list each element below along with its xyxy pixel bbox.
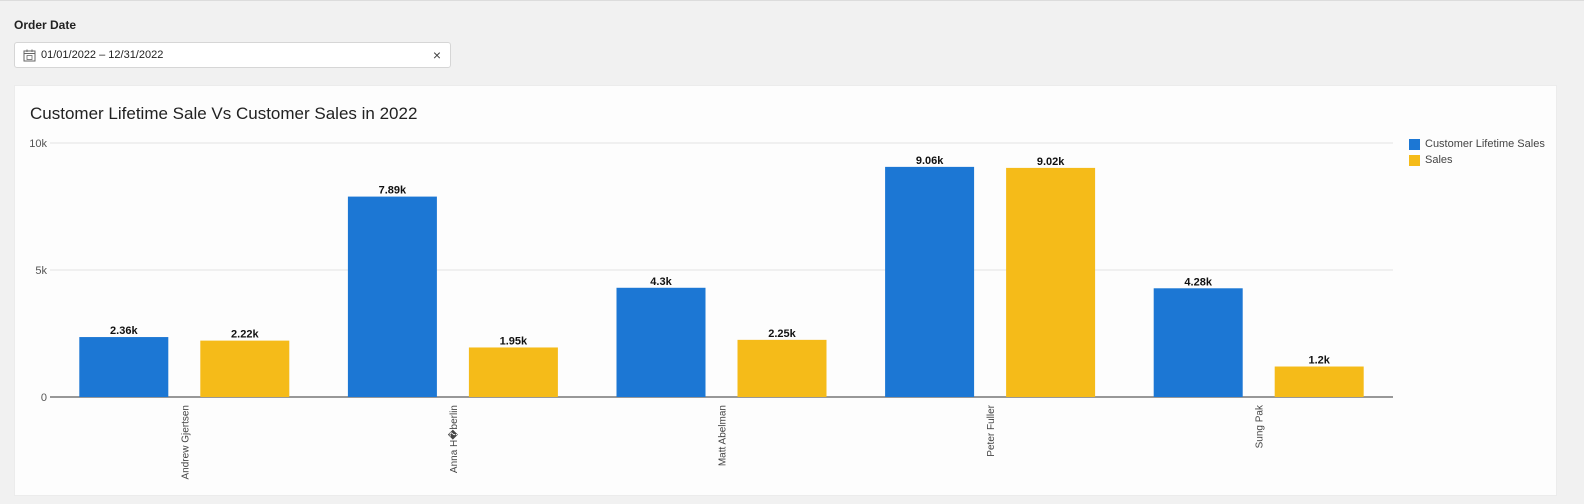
chart-title: Customer Lifetime Sale Vs Customer Sales…	[30, 104, 418, 123]
bar[interactable]	[616, 287, 706, 397]
bar[interactable]	[1006, 167, 1096, 397]
calendar-icon	[23, 49, 36, 62]
date-range-input[interactable]: 01/01/2022 – 12/31/2022 ×	[14, 42, 451, 68]
data-label: 7.89k	[379, 185, 407, 197]
bar[interactable]	[1274, 366, 1364, 397]
legend-swatch	[1409, 154, 1420, 166]
data-label: 2.22k	[231, 329, 259, 341]
legend-swatch	[1409, 138, 1420, 150]
bar[interactable]	[468, 347, 558, 397]
data-label: 9.06k	[916, 155, 944, 167]
y-tick-label: 5k	[35, 265, 47, 277]
data-label: 2.36k	[110, 325, 138, 337]
legend-label: Customer Lifetime Sales	[1425, 138, 1545, 150]
bar[interactable]	[737, 339, 827, 397]
x-tick-label: Matt Abelman	[718, 405, 729, 466]
clear-icon[interactable]: ×	[432, 47, 441, 63]
x-tick-label: Andrew Gjertsen	[180, 405, 191, 479]
x-tick-label: Anna H�berlin	[447, 405, 460, 473]
bar[interactable]	[200, 340, 290, 397]
bar[interactable]	[79, 337, 169, 397]
bar-chart: 0 5k 10k 2.36k 2.22k Andrew Gjertsen 7.89k 1.95…	[29, 138, 1393, 479]
data-label: 1.2k	[1308, 355, 1330, 367]
legend-label: Sales	[1425, 154, 1453, 166]
date-range-value: 01/01/2022 – 12/31/2022	[41, 49, 164, 61]
data-label: 2.25k	[768, 328, 796, 340]
data-label: 4.28k	[1184, 276, 1212, 288]
chart-legend: Customer Lifetime Sales Sales	[1409, 136, 1545, 168]
x-tick-label: Peter Fuller	[986, 404, 997, 456]
chart-card: Customer Lifetime Sale Vs Customer Sales…	[14, 85, 1557, 496]
filter-label: Order Date	[14, 18, 77, 32]
x-tick-label: Sung Pak	[1255, 404, 1266, 448]
bar[interactable]	[347, 196, 437, 397]
data-label: 4.3k	[650, 276, 672, 288]
y-tick-label: 0	[41, 392, 47, 404]
top-divider	[0, 0, 1584, 1]
data-label: 1.95k	[500, 335, 528, 347]
y-tick-label: 10k	[29, 138, 47, 150]
legend-item[interactable]: Customer Lifetime Sales	[1409, 136, 1545, 152]
bar[interactable]	[885, 166, 975, 397]
data-label: 9.02k	[1037, 156, 1065, 168]
bar[interactable]	[1153, 288, 1243, 397]
legend-item[interactable]: Sales	[1409, 152, 1545, 168]
